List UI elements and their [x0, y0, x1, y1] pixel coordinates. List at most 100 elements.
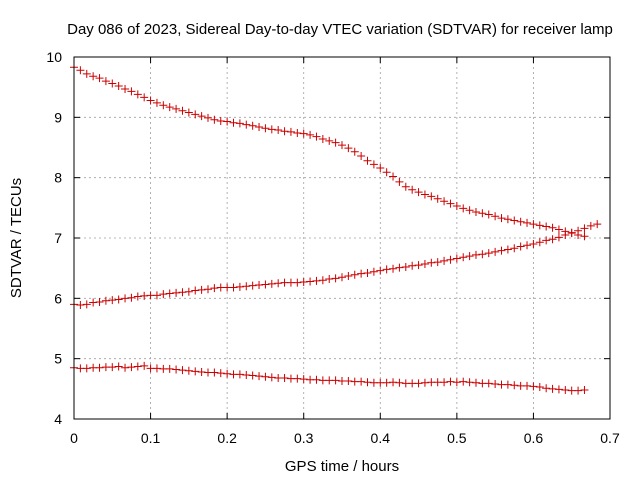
data-point [523, 381, 532, 390]
data-point [523, 218, 532, 227]
data-point [548, 223, 557, 232]
data-point [478, 250, 487, 259]
data-point [491, 212, 500, 221]
data-point [459, 204, 468, 213]
data-point [497, 214, 506, 223]
data-point [401, 262, 410, 271]
data-point [235, 282, 244, 291]
x-tick-label: 0.6 [524, 430, 544, 446]
data-point [529, 220, 538, 229]
data-point [459, 377, 468, 386]
data-point [299, 129, 308, 138]
data-point [261, 124, 270, 133]
data-point [561, 230, 570, 239]
data-point [248, 371, 257, 380]
data-point [159, 101, 168, 110]
data-point [382, 378, 391, 387]
data-point [376, 266, 385, 275]
data-point [325, 136, 334, 145]
data-point [465, 252, 474, 261]
data-point [306, 130, 315, 139]
data-point [127, 363, 136, 372]
data-point [312, 132, 321, 141]
data-point [574, 386, 583, 395]
data-point [172, 104, 181, 113]
data-point [414, 261, 423, 270]
data-point [414, 188, 423, 197]
data-point [306, 277, 315, 286]
data-point [408, 261, 417, 270]
data-point [554, 233, 563, 242]
x-tick-label: 0.4 [371, 430, 391, 446]
y-tick-label: 6 [54, 290, 62, 306]
data-point [440, 197, 449, 206]
data-point [567, 228, 576, 237]
data-point [108, 79, 117, 88]
data-point [191, 286, 200, 295]
data-point [446, 255, 455, 264]
data-point [337, 273, 346, 282]
data-point [255, 281, 264, 290]
data-point [574, 226, 583, 235]
data-point [293, 129, 302, 138]
data-point [363, 268, 372, 277]
data-point [133, 292, 142, 301]
data-point [235, 119, 244, 128]
data-point [248, 121, 257, 130]
data-point [580, 224, 589, 233]
data-point [516, 242, 525, 251]
data-point [82, 69, 91, 78]
data-point [191, 110, 200, 119]
data-point [286, 127, 295, 136]
data-point [280, 373, 289, 382]
data-point [440, 378, 449, 387]
data-point [503, 245, 512, 254]
data-point [152, 291, 161, 300]
data-point [267, 373, 276, 382]
x-tick-label: 0.1 [141, 430, 161, 446]
data-point [318, 276, 327, 285]
chart-title: Day 086 of 2023, Sidereal Day-to-day VTE… [67, 21, 613, 38]
data-point [191, 367, 200, 376]
data-points [70, 63, 602, 395]
data-point [363, 156, 372, 165]
data-point [121, 294, 130, 303]
data-point [529, 382, 538, 391]
data-point [548, 235, 557, 244]
data-point [363, 378, 372, 387]
data-point [427, 258, 436, 267]
x-tick-label: 0.5 [447, 430, 467, 446]
data-point [389, 378, 398, 387]
data-point [140, 291, 149, 300]
data-point [389, 264, 398, 273]
data-point [452, 378, 461, 387]
y-tick-label: 7 [54, 230, 62, 246]
data-point [184, 287, 193, 296]
data-point [542, 384, 551, 393]
data-point [101, 77, 110, 86]
data-point [580, 232, 589, 241]
data-point [389, 172, 398, 181]
data-point [197, 285, 206, 294]
tick-labels: 0 0.1 0.2 0.3 0.4 0.5 0.6 0.7 4 5 6 7 8 9 10 [46, 49, 620, 446]
data-point [242, 282, 251, 291]
data-point [408, 185, 417, 194]
data-point [535, 221, 544, 230]
data-point [114, 295, 123, 304]
x-tick-label: 0 [70, 430, 78, 446]
data-point [312, 276, 321, 285]
data-point [440, 256, 449, 265]
data-point [261, 280, 270, 289]
data-point [420, 378, 429, 387]
data-point [152, 98, 161, 107]
data-point [478, 209, 487, 218]
data-point [586, 221, 595, 230]
data-point [255, 372, 264, 381]
data-point [114, 362, 123, 371]
data-point [101, 296, 110, 305]
data-point [446, 377, 455, 386]
data-point [121, 363, 130, 372]
data-point [414, 379, 423, 388]
data-point [82, 364, 91, 373]
data-point [318, 135, 327, 144]
